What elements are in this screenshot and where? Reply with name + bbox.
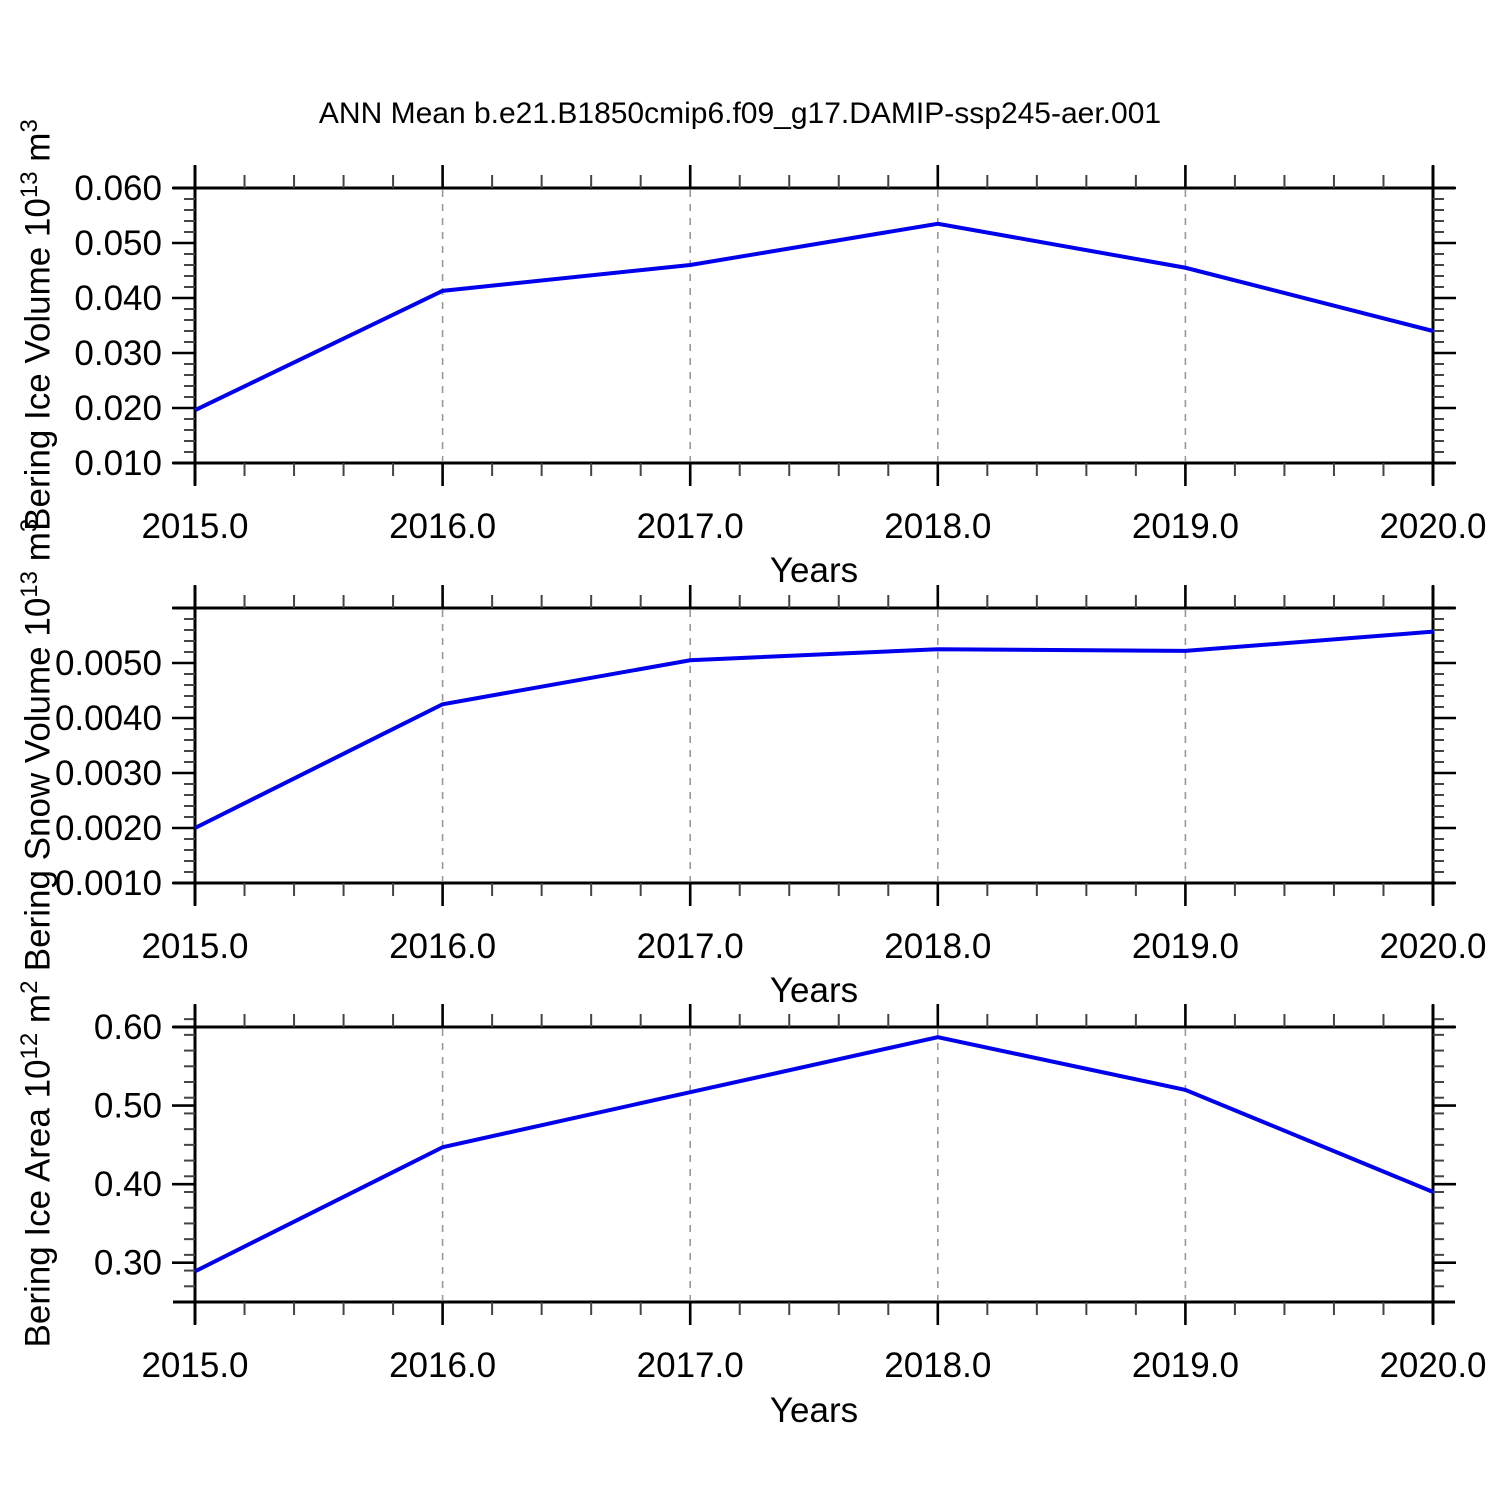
y-tick-label: 0.0020 [55, 809, 162, 848]
x-tick-label: 2016.0 [389, 507, 496, 546]
chart-2: 0.60 0.50 0.40 0.30 2015.0 2016.0 2017.0 2018.0… [94, 1004, 1487, 1385]
x-tick-label: 2015.0 [141, 927, 248, 966]
data-line-series [194, 629, 1434, 830]
plot-title: ANN Mean b.e21.B1850cmip6.f09_g17.DAMIP-… [318, 97, 1162, 130]
y-tick-label: 0.020 [74, 389, 162, 428]
y-tick-label: 0.50 [94, 1087, 162, 1126]
x-axis-title-top-chart: Years [769, 551, 859, 590]
x-tick-label: 2020.0 [1379, 1346, 1486, 1385]
y-tick-label: 0.0040 [55, 699, 162, 738]
y-tick-label: 0.010 [74, 444, 162, 483]
y-tick-label: 0.060 [74, 169, 162, 208]
x-tick-label: 2018.0 [884, 927, 991, 966]
x-tick-label: 2017.0 [637, 507, 744, 546]
x-tick-label: 2016.0 [389, 1346, 496, 1385]
x-tick-label: 2015.0 [141, 507, 248, 546]
x-tick-label: 2019.0 [1132, 927, 1239, 966]
x-tick-label: 2015.0 [141, 1346, 248, 1385]
y-tick-label: 0.0030 [55, 754, 162, 793]
x-tick-label: 2017.0 [637, 927, 744, 966]
y-tick-label: 0.040 [74, 279, 162, 318]
x-tick-label: 2018.0 [884, 1346, 991, 1385]
x-axis-title-middle-chart: Years [769, 971, 859, 1010]
chart-1: 0.0050 0.0040 0.0030 0.0020 0.0010 2015.0 2016… [55, 585, 1487, 966]
y-tick-label: 0.40 [94, 1165, 162, 1204]
x-tick-label: 2019.0 [1132, 1346, 1239, 1385]
x-tick-label: 2016.0 [389, 927, 496, 966]
x-tick-label: 2019.0 [1132, 507, 1239, 546]
x-axis-title-bottom-chart: Years [769, 1391, 859, 1430]
chart-0: 0.060 0.050 0.040 0.030 0.020 0.010 2015.0 2016… [74, 165, 1487, 546]
y-tick-label: 0.0050 [55, 644, 162, 683]
y-tick-label: 0.60 [94, 1008, 162, 1047]
y-tick-label: 0.030 [74, 334, 162, 373]
y-tick-label: 0.0010 [55, 864, 162, 903]
y-tick-label: 0.30 [94, 1244, 162, 1283]
y-tick-label: 0.050 [74, 224, 162, 263]
data-line-series [194, 1035, 1434, 1274]
x-tick-label: 2017.0 [637, 1346, 744, 1385]
x-tick-label: 2020.0 [1379, 507, 1486, 546]
data-line-series [194, 221, 1434, 413]
x-tick-label: 2018.0 [884, 507, 991, 546]
x-tick-label: 2020.0 [1379, 927, 1486, 966]
